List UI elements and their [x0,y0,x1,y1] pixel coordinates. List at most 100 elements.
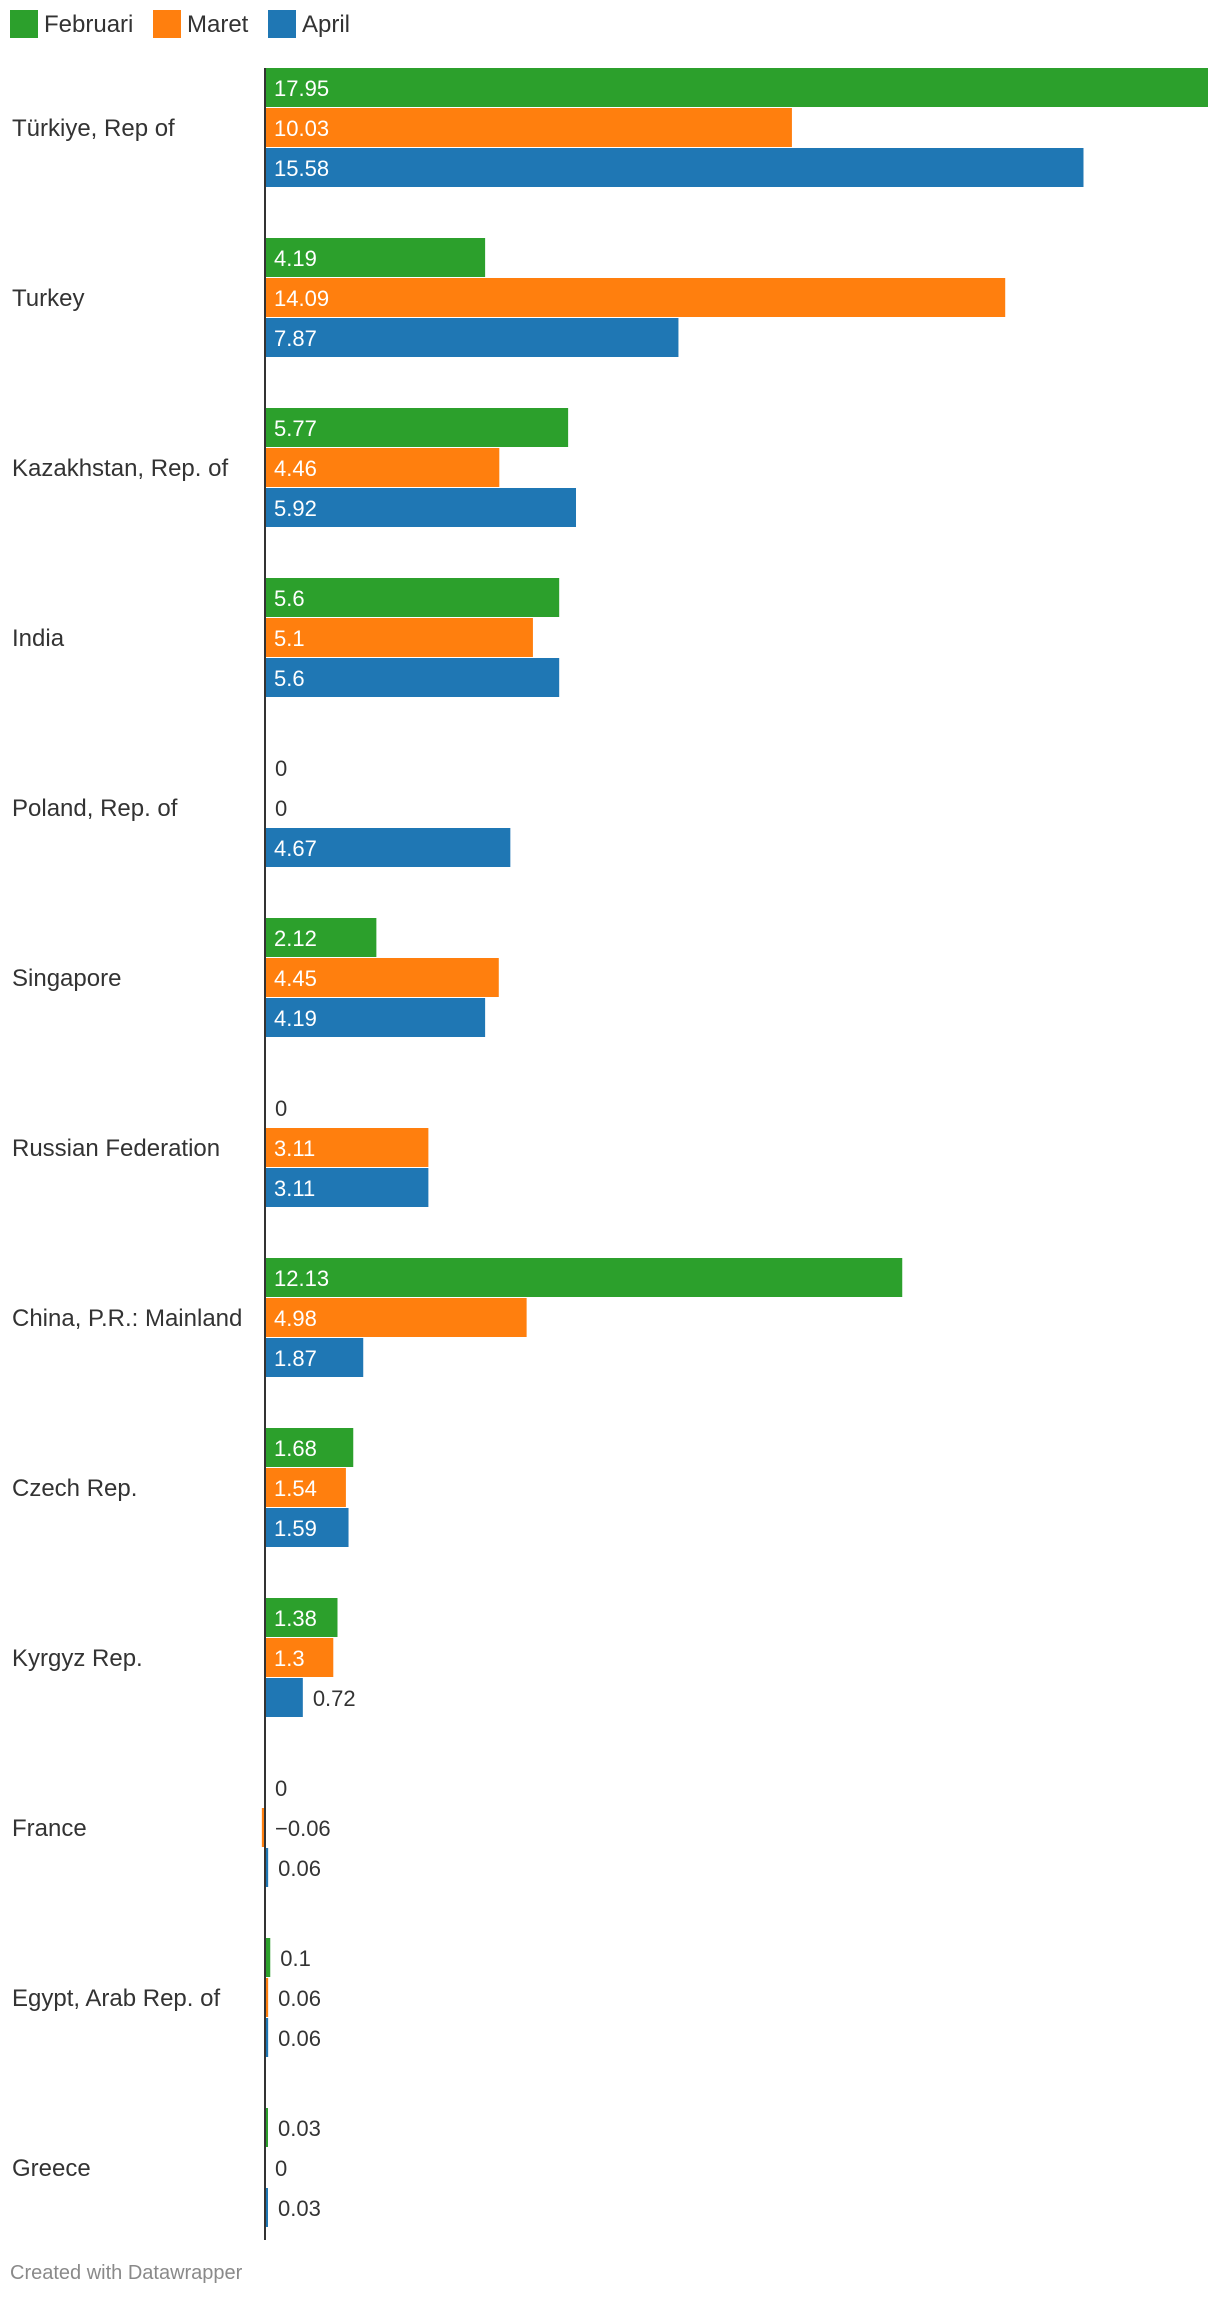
category-label: Singapore [12,965,121,992]
value-label-maret: 4.98 [274,1306,317,1331]
value-label-april: 0.06 [278,2026,321,2051]
category-label: Greece [12,2155,91,2182]
bar-april[interactable] [265,1168,429,1207]
value-label-april: 1.59 [274,1516,317,1541]
category-group-greece: Greece 0.03 0 0.03 [12,2108,321,2227]
legend-item-maret[interactable]: Maret [153,10,249,38]
category-label: Poland, Rep. of [12,795,178,822]
value-label-april: 7.87 [274,326,317,351]
bar-maret[interactable] [261,1808,265,1847]
category-group-france: France 0 −0.06 0.06 [12,1776,331,1887]
value-label-april: 0.06 [278,1856,321,1881]
value-label-maret: 0 [275,796,287,821]
value-label-maret: 5.1 [274,626,305,651]
bar-februari[interactable] [265,1258,903,1297]
category-group-kazakhstan-rep-of: Kazakhstan, Rep. of 5.77 4.46 5.92 [12,408,577,527]
value-label-maret: 10.03 [274,116,329,141]
bar-april[interactable] [265,998,486,1037]
value-label-maret: 14.09 [274,286,329,311]
category-label: Kyrgyz Rep. [12,1645,143,1672]
value-label-maret: 1.3 [274,1646,305,1671]
value-label-februari: 1.68 [274,1436,317,1461]
bar-februari[interactable] [265,68,1208,107]
category-label: Türkiye, Rep of [12,115,175,142]
value-label-februari: 4.19 [274,246,317,271]
category-group-czech-rep: Czech Rep. 1.68 1.54 1.59 [12,1428,354,1547]
category-group-singapore: Singapore 2.12 4.45 4.19 [12,918,499,1037]
value-label-februari: 0 [275,756,287,781]
category-group-t-rkiye-rep-of: Türkiye, Rep of 17.95 10.03 15.58 [12,68,1208,187]
value-label-februari: 5.77 [274,416,317,441]
bar-april[interactable] [265,488,577,527]
bar-februari[interactable] [265,408,569,447]
category-group-russian-federation: Russian Federation 0 3.11 3.11 [12,1096,429,1207]
value-label-maret: 0 [275,2156,287,2181]
bar-maret[interactable] [265,958,499,997]
bar-april[interactable] [265,1848,269,1887]
category-group-poland-rep-of: Poland, Rep. of 0 0 4.67 [12,756,511,867]
category-label: China, P.R.: Mainland [12,1305,242,1332]
bar-april[interactable] [265,658,560,697]
value-label-februari: 0 [275,1776,287,1801]
value-label-april: 15.58 [274,156,329,181]
bar-februari[interactable] [265,1938,271,1977]
category-group-kyrgyz-rep: Kyrgyz Rep. 1.38 1.3 0.72 [12,1598,356,1717]
value-label-april: 3.11 [274,1176,315,1201]
bar-april[interactable] [265,1508,349,1547]
value-label-februari: 17.95 [274,76,329,101]
legend: Februari Maret April [10,10,350,38]
category-label: France [12,1815,87,1842]
value-label-maret: 0.06 [278,1986,321,2011]
bar-februari[interactable] [265,2108,268,2147]
bar-april[interactable] [265,1678,303,1717]
bar-april[interactable] [265,2018,269,2057]
bar-april[interactable] [265,828,511,867]
category-label: Russian Federation [12,1135,220,1162]
value-label-april: 0.72 [313,1686,356,1711]
value-label-april: 5.92 [274,496,317,521]
value-label-maret: 4.46 [274,456,317,481]
bar-maret[interactable] [265,1978,269,2017]
bar-februari[interactable] [265,578,560,617]
category-group-china-p-r-mainland: China, P.R.: Mainland 12.13 4.98 1.87 [12,1258,903,1377]
category-group-egypt-arab-rep-of: Egypt, Arab Rep. of 0.1 0.06 0.06 [12,1938,321,2057]
bar-april[interactable] [265,2188,268,2227]
value-label-april: 4.19 [274,1006,317,1031]
bar-februari[interactable] [265,918,377,957]
legend-swatch-april [268,10,296,38]
bar-maret[interactable] [265,618,533,657]
bar-februari[interactable] [265,1428,354,1467]
legend-item-februari[interactable]: Februari [10,10,133,38]
bar-april[interactable] [265,1338,364,1377]
bar-maret[interactable] [265,448,500,487]
bar-maret[interactable] [265,108,792,147]
value-label-maret: 4.45 [274,966,317,991]
value-label-februari: 12.13 [274,1266,329,1291]
legend-swatch-maret [153,10,181,38]
bar-maret[interactable] [265,278,1006,317]
bar-maret[interactable] [265,1298,527,1337]
legend-label-april: April [302,11,350,38]
bar-april[interactable] [265,148,1084,187]
credit-text[interactable]: Created with Datawrapper [10,2262,243,2284]
category-label: Turkey [12,285,84,312]
bar-februari[interactable] [265,238,486,277]
legend-label-februari: Februari [44,11,133,38]
bar-april[interactable] [265,318,679,357]
value-label-februari: 0 [275,1096,287,1121]
value-label-februari: 5.6 [274,586,305,611]
bar-maret[interactable] [265,1638,334,1677]
legend-swatch-februari [10,10,38,38]
value-label-februari: 1.38 [274,1606,317,1631]
value-label-april: 1.87 [274,1346,317,1371]
value-label-april: 0.03 [278,2196,321,2221]
category-group-india: India 5.6 5.1 5.6 [12,578,560,697]
legend-label-maret: Maret [187,11,249,38]
bar-maret[interactable] [265,1128,429,1167]
bar-maret[interactable] [265,1468,346,1507]
category-label: Egypt, Arab Rep. of [12,1985,220,2012]
legend-item-april[interactable]: April [268,10,350,38]
value-label-februari: 0.1 [280,1946,311,1971]
bar-februari[interactable] [265,1598,338,1637]
